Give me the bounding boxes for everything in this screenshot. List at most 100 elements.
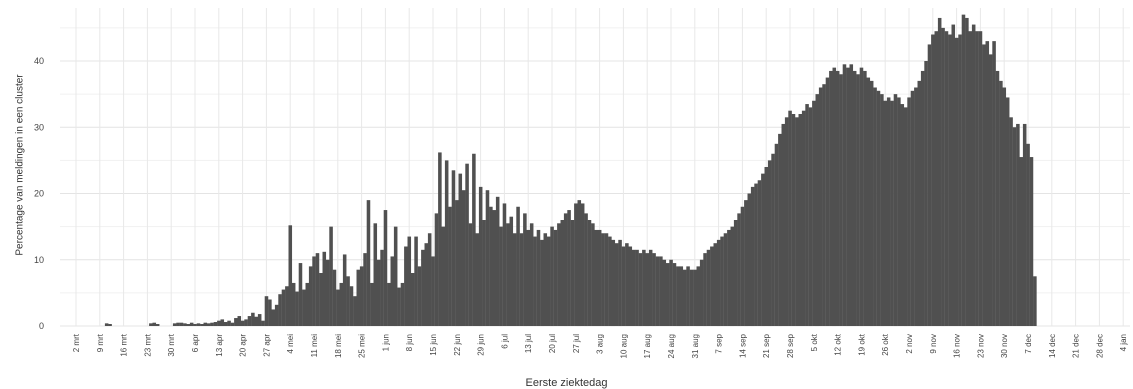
x-tick-label: 2 mrt (72, 333, 81, 352)
bar (954, 37, 959, 327)
bar (200, 324, 204, 326)
bar (591, 223, 595, 326)
bar (376, 259, 381, 326)
x-tick-label: 21 sep (762, 333, 771, 358)
bar (342, 254, 347, 326)
bar (727, 229, 731, 326)
bar (155, 324, 160, 326)
x-tick-label: 4 jan (1119, 334, 1128, 351)
bar (240, 320, 245, 326)
bar (750, 186, 755, 327)
bar (771, 153, 775, 326)
bar (1026, 143, 1030, 326)
bar (968, 31, 973, 326)
bar (604, 233, 609, 326)
bar (978, 31, 983, 326)
y-tick-label: 0 (39, 321, 44, 331)
bar (431, 256, 435, 326)
bar (679, 266, 684, 327)
bar (652, 253, 656, 327)
bar (489, 206, 493, 326)
bar (366, 200, 371, 327)
bar (557, 223, 561, 326)
bar (992, 41, 996, 327)
bar (400, 282, 405, 326)
bar (458, 173, 463, 327)
x-tick-label: 12 okt (834, 333, 843, 356)
y-tick-label: 30 (34, 122, 44, 132)
x-tick-label: 23 mrt (143, 333, 152, 356)
bar (703, 253, 707, 327)
bar (1012, 127, 1017, 326)
bar (519, 233, 524, 326)
bar (631, 249, 636, 326)
bar (676, 266, 680, 327)
x-tick-label: 16 mrt (120, 333, 129, 356)
bar (254, 316, 259, 326)
bar (543, 233, 548, 326)
bar (404, 246, 408, 326)
bar (427, 233, 432, 326)
bar (291, 282, 296, 326)
bar (608, 236, 612, 326)
x-tick-label: 31 aug (691, 334, 700, 358)
bar (757, 180, 762, 326)
bar (689, 269, 694, 326)
bar (523, 213, 527, 327)
bar (710, 246, 714, 326)
bar (801, 110, 806, 326)
bar (859, 67, 864, 327)
y-tick-label: 10 (34, 255, 44, 265)
bar (278, 294, 282, 326)
bar (614, 243, 619, 326)
bar (706, 249, 711, 326)
bar (866, 77, 871, 326)
y-axis-ticks: 0 10 20 30 40 (34, 56, 44, 331)
bar (574, 203, 578, 326)
bar (506, 223, 510, 326)
bar (172, 323, 177, 326)
bar (611, 239, 616, 327)
bar (495, 196, 500, 326)
bar (332, 269, 337, 326)
bar (934, 31, 939, 326)
bar (492, 210, 497, 326)
bar (563, 213, 568, 327)
bar (512, 233, 517, 326)
bar (468, 223, 473, 326)
x-tick-label: 11 mei (310, 334, 319, 358)
x-tick-label: 14 dec (1048, 334, 1057, 358)
bar (281, 289, 286, 326)
bar (754, 183, 758, 326)
bar (621, 246, 626, 326)
bar (628, 246, 633, 326)
bar (223, 322, 228, 326)
bar (740, 206, 745, 326)
bar (890, 100, 894, 326)
bar (849, 64, 854, 326)
bar (839, 74, 843, 326)
bar (1005, 97, 1010, 326)
bar (410, 273, 415, 326)
bar (917, 80, 922, 327)
bar (206, 323, 211, 326)
bar (325, 259, 330, 326)
bar (924, 61, 928, 326)
bar (217, 320, 221, 326)
bar (852, 70, 857, 326)
bar (546, 236, 551, 326)
bar (312, 256, 316, 326)
bar (305, 282, 310, 326)
x-tick-label: 8 jun (405, 334, 414, 351)
bar (869, 80, 874, 327)
bar (482, 220, 486, 326)
bar (553, 229, 558, 326)
bar (642, 249, 646, 326)
bar (308, 266, 313, 327)
x-tick-label: 19 okt (857, 333, 866, 356)
bar (424, 243, 429, 326)
bar (876, 90, 881, 326)
x-tick-label: 4 mei (286, 334, 295, 354)
bar (407, 236, 412, 326)
x-tick-label: 10 aug (619, 334, 628, 358)
